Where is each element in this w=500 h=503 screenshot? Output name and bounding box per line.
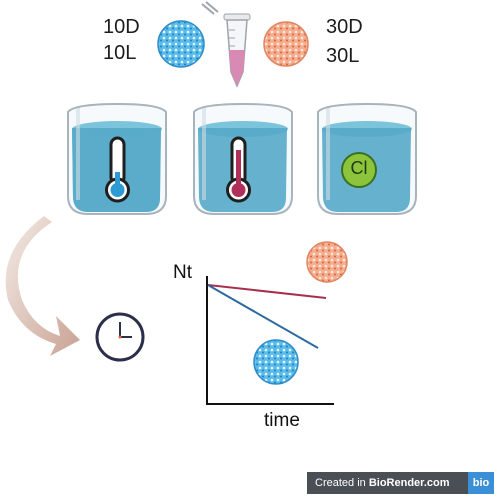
clock-icon	[95, 312, 145, 362]
badge-brand: BioRender.com	[368, 477, 450, 489]
x-axis-label: time	[264, 410, 300, 431]
y-axis-label: Nt	[173, 262, 192, 283]
badge-text: Created in BioRender.com	[307, 472, 468, 494]
biorender-badge[interactable]: Created in BioRender.com bio	[307, 472, 494, 494]
beaker-chlorine	[317, 102, 417, 215]
orange-microbe-sphere-plot	[306, 241, 348, 283]
thermometer-hot-icon	[226, 136, 251, 203]
decay-line-red	[207, 284, 327, 299]
decay-line-blue	[207, 284, 319, 349]
blue-microbe-sphere	[157, 20, 205, 68]
orange-microbe-sphere	[263, 21, 309, 67]
curved-arrow-icon	[5, 216, 81, 356]
label-10l: 10L	[103, 42, 137, 64]
label-10d: 10D	[103, 16, 140, 38]
label-30d: 30D	[326, 16, 363, 38]
blue-microbe-sphere-plot	[253, 339, 299, 385]
chlorine-label: Cl	[350, 158, 368, 178]
thermometer-cold-icon	[105, 136, 130, 203]
badge-prefix: Created in	[315, 477, 369, 489]
biorender-logo-icon: bio	[468, 472, 494, 494]
pipette-tube-icon	[201, 1, 251, 88]
label-30l: 30L	[326, 45, 360, 67]
chlorine-icon	[341, 152, 377, 188]
